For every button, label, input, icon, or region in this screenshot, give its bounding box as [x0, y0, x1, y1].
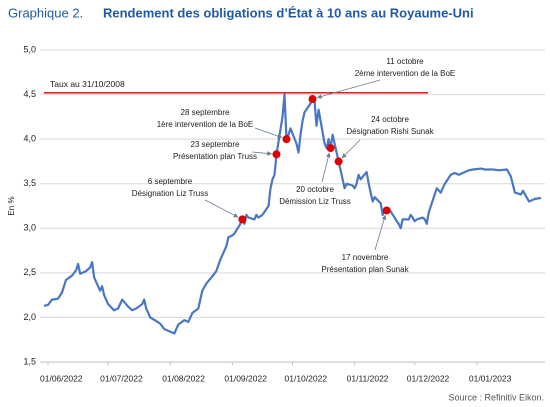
y-tick-label: 5,0 [23, 44, 36, 54]
annotation-text: 20 octobre [296, 185, 334, 194]
annotation-dot [334, 157, 343, 166]
source: Source : Refinitiv Eikon. [448, 392, 544, 402]
annotation-text: Démission Liz Truss [279, 197, 351, 206]
y-tick-label: 3,5 [23, 178, 36, 188]
annotation-text: Désignation Rishi Sunak [346, 127, 434, 136]
line-series [43, 93, 542, 335]
y-tick-label: 4,0 [23, 134, 36, 144]
annotation-dot [382, 206, 391, 215]
annotation-text: Désignation Liz Truss [132, 189, 208, 198]
annotation-arrow [251, 151, 272, 156]
annotation-text: 24 octobre [371, 115, 409, 124]
annotation-text: 23 septembre [191, 140, 240, 149]
annotation-dot [272, 150, 281, 159]
x-tick-label: 01/11/2022 [347, 373, 389, 383]
annotation-arrow [254, 127, 283, 139]
annotation-arrow [374, 214, 387, 251]
x-tick-label: 01/06/2022 [40, 373, 83, 383]
annotation-text: Présentation plan Truss [173, 152, 257, 161]
annotation-arrow [321, 152, 331, 183]
x-tick-label: 01/07/2022 [100, 373, 143, 383]
annotation-dot [282, 135, 291, 144]
annotation-text: 11 octobre [386, 57, 424, 66]
annotation-text: 6 septembre [148, 177, 193, 186]
y-tick-label: 1,5 [23, 356, 36, 366]
title-number: Graphique 2. [8, 5, 83, 20]
reference-label: Taux au 31/10/2008 [50, 79, 125, 89]
x-tick-label: 01/09/2022 [224, 373, 267, 383]
annotation-arrow [341, 139, 361, 159]
chart-title: Rendement des obligations d’État à 10 an… [103, 5, 474, 20]
y-tick-label: 3,0 [23, 223, 36, 233]
annotation-text: 1ère intervention de la BoE [157, 120, 254, 129]
annotation-text: 17 novembre [342, 253, 389, 262]
annotation-dot [326, 144, 335, 153]
y-tick-label: 4,5 [23, 89, 36, 99]
y-tick-label: 2,5 [23, 267, 36, 277]
x-tick-label: 01/12/2022 [407, 373, 450, 383]
x-tick-label: 01/10/2022 [285, 373, 328, 383]
x-tick-label: 01/01/2023 [469, 373, 512, 383]
y-tick-label: 2,0 [23, 312, 36, 322]
y-axis-label: En % [7, 196, 16, 215]
annotation-dot [308, 95, 317, 104]
annotation-text: 2ème intervention de la BoE [355, 69, 456, 78]
annotation-arrow [204, 199, 239, 218]
annotation-text: Présentation plan Sunak [321, 265, 409, 274]
annotation-arrow [316, 79, 381, 99]
annotation-text: 28 septembre [181, 108, 230, 117]
x-tick-label: 01/08/2022 [162, 373, 205, 383]
annotation-dot [238, 215, 247, 224]
